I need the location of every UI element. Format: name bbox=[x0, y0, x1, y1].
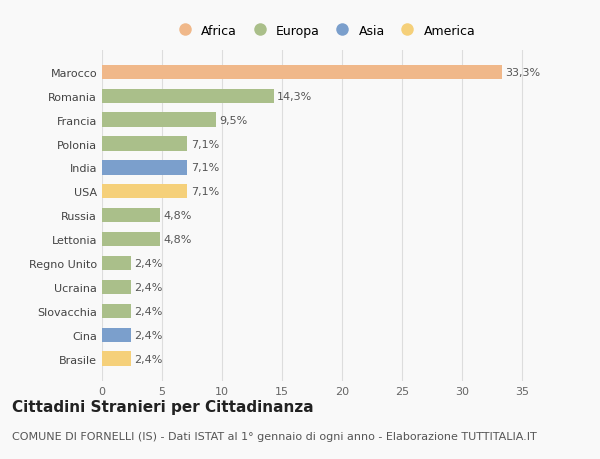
Bar bbox=[102, 256, 131, 270]
Bar bbox=[102, 90, 274, 104]
Bar bbox=[102, 208, 160, 223]
Text: 7,1%: 7,1% bbox=[191, 187, 219, 197]
Text: 2,4%: 2,4% bbox=[134, 354, 163, 364]
Text: Cittadini Stranieri per Cittadinanza: Cittadini Stranieri per Cittadinanza bbox=[12, 399, 314, 414]
Text: 4,8%: 4,8% bbox=[163, 235, 191, 245]
Text: COMUNE DI FORNELLI (IS) - Dati ISTAT al 1° gennaio di ogni anno - Elaborazione T: COMUNE DI FORNELLI (IS) - Dati ISTAT al … bbox=[12, 431, 537, 442]
Bar bbox=[102, 328, 131, 342]
Bar bbox=[102, 232, 160, 247]
Text: 2,4%: 2,4% bbox=[134, 258, 163, 269]
Text: 9,5%: 9,5% bbox=[220, 115, 248, 125]
Text: 33,3%: 33,3% bbox=[505, 67, 541, 78]
Bar bbox=[102, 304, 131, 318]
Bar bbox=[102, 280, 131, 294]
Text: 2,4%: 2,4% bbox=[134, 306, 163, 316]
Bar bbox=[102, 113, 216, 128]
Bar bbox=[102, 137, 187, 151]
Bar bbox=[102, 352, 131, 366]
Text: 4,8%: 4,8% bbox=[163, 211, 191, 221]
Text: 2,4%: 2,4% bbox=[134, 330, 163, 340]
Text: 14,3%: 14,3% bbox=[277, 91, 313, 101]
Bar bbox=[102, 185, 187, 199]
Text: 7,1%: 7,1% bbox=[191, 163, 219, 173]
Legend: Africa, Europa, Asia, America: Africa, Europa, Asia, America bbox=[173, 25, 475, 38]
Text: 2,4%: 2,4% bbox=[134, 282, 163, 292]
Bar bbox=[102, 161, 187, 175]
Bar bbox=[102, 66, 502, 80]
Text: 7,1%: 7,1% bbox=[191, 139, 219, 149]
